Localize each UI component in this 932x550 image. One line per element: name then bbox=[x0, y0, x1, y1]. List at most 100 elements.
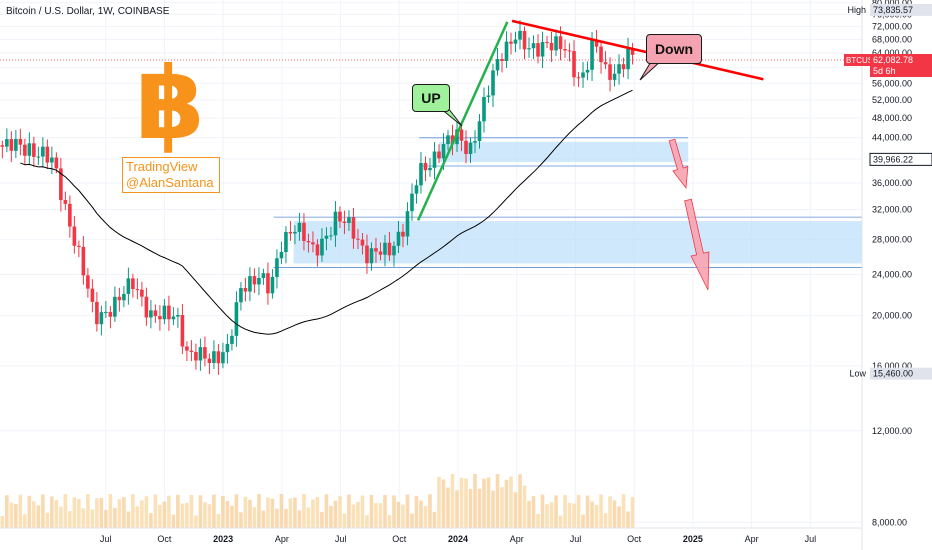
volume-bar bbox=[153, 494, 158, 528]
candle-body bbox=[207, 358, 212, 363]
x-tick-label: Apr bbox=[745, 534, 759, 544]
candle-body bbox=[144, 296, 149, 318]
trendline-up bbox=[416, 21, 509, 221]
volume-bar bbox=[68, 511, 72, 528]
volume-bar bbox=[621, 494, 626, 528]
volume-bar bbox=[50, 496, 54, 528]
volume-bar bbox=[221, 495, 225, 528]
bitcoin-logo: ฿ bbox=[135, 45, 205, 162]
trendline-down bbox=[511, 19, 764, 81]
candle-body bbox=[5, 139, 9, 147]
volume-bar bbox=[212, 494, 216, 528]
volume-bars bbox=[0, 474, 635, 528]
candle-body bbox=[419, 162, 423, 186]
candle-body bbox=[315, 244, 320, 256]
candle-body bbox=[0, 145, 5, 147]
countdown-badge-bg bbox=[870, 65, 932, 78]
volume-bar bbox=[464, 478, 468, 528]
volume-bar bbox=[563, 495, 567, 528]
time-axis: Jul Oct 2023 Apr Jul Oct 2024 Apr Jul Oct 2025 Apr J… bbox=[100, 534, 816, 544]
candle-body bbox=[410, 193, 414, 212]
current-price-badge-bg bbox=[870, 54, 932, 67]
volume-bar bbox=[437, 476, 441, 528]
candle-body bbox=[423, 162, 428, 171]
volume-bar bbox=[59, 506, 63, 528]
candle-body bbox=[356, 238, 360, 240]
y-tick-label: 8,000.00 bbox=[872, 517, 907, 527]
volume-bar bbox=[149, 513, 153, 528]
candle-body bbox=[383, 242, 387, 255]
volume-bar bbox=[405, 494, 410, 528]
candle-body bbox=[23, 144, 27, 156]
volume-bar bbox=[599, 494, 603, 528]
x-tick-label: Apr bbox=[510, 534, 524, 544]
y-tick-label: 28,000.00 bbox=[872, 235, 912, 245]
candle-body bbox=[522, 30, 527, 50]
volume-bar bbox=[414, 496, 419, 528]
candle-body bbox=[441, 144, 446, 159]
ma-value-badge: 39,966.22 bbox=[873, 154, 913, 164]
candle-body bbox=[414, 185, 419, 194]
candle-body bbox=[234, 302, 239, 336]
x-tick-label: Jul bbox=[335, 534, 347, 544]
volume-bar bbox=[36, 505, 41, 528]
volume-bar bbox=[230, 505, 234, 528]
candle-body bbox=[432, 151, 437, 168]
volume-bar bbox=[0, 516, 5, 528]
volume-bar bbox=[396, 501, 401, 528]
volume-bar bbox=[117, 499, 122, 528]
y-tick-label: 32,000.00 bbox=[872, 205, 912, 215]
candle-body bbox=[194, 351, 198, 361]
candle-body bbox=[594, 40, 599, 47]
volume-bar bbox=[486, 477, 491, 528]
candle-body bbox=[162, 305, 167, 320]
volume-bar bbox=[554, 495, 558, 528]
volume-bar bbox=[176, 494, 180, 528]
volume-bar bbox=[594, 504, 599, 528]
candle-body bbox=[113, 296, 117, 317]
x-tick-label: 2024 bbox=[448, 534, 468, 544]
volume-bar bbox=[527, 500, 531, 528]
candle-body bbox=[509, 41, 513, 44]
volume-bar bbox=[468, 489, 473, 528]
candle-body bbox=[464, 140, 468, 154]
watermark-line-2: @AlanSantana bbox=[126, 175, 214, 190]
volume-bar bbox=[531, 495, 536, 528]
x-tick-label: 2023 bbox=[213, 534, 233, 544]
volume-bar bbox=[23, 514, 27, 528]
candle-body bbox=[338, 211, 342, 222]
volume-bar bbox=[108, 494, 113, 528]
candle-body bbox=[621, 64, 626, 70]
candle-body bbox=[324, 235, 329, 239]
candle-body bbox=[9, 139, 14, 151]
candle-body bbox=[495, 59, 500, 71]
candle-body bbox=[54, 157, 59, 169]
candle-body bbox=[203, 347, 207, 359]
volume-bar bbox=[189, 495, 194, 528]
candle-body bbox=[59, 168, 63, 201]
support-zone bbox=[293, 221, 862, 264]
x-tick-label: Oct bbox=[157, 534, 172, 544]
candle-body bbox=[626, 48, 630, 70]
candle-body bbox=[225, 343, 230, 353]
volume-bar bbox=[423, 506, 428, 528]
volume-bar bbox=[545, 504, 549, 528]
candle-body bbox=[581, 72, 585, 78]
candle-body bbox=[513, 39, 518, 44]
volume-bar bbox=[203, 502, 207, 528]
volume-bar bbox=[302, 494, 306, 528]
candle-body bbox=[27, 143, 32, 156]
y-tick-label: 56,000.00 bbox=[872, 78, 912, 88]
candle-body bbox=[180, 315, 185, 347]
x-tick-label: Oct bbox=[392, 534, 407, 544]
watermark-line-1: TradingView bbox=[126, 159, 198, 174]
volume-bar bbox=[351, 504, 356, 528]
candle-body bbox=[261, 273, 266, 278]
candle-body bbox=[171, 316, 176, 320]
candle-body bbox=[329, 235, 333, 237]
volume-bar bbox=[495, 474, 500, 528]
y-tick-label: 52,000.00 bbox=[872, 95, 912, 105]
candle-body bbox=[104, 311, 108, 313]
volume-bar bbox=[392, 495, 396, 528]
